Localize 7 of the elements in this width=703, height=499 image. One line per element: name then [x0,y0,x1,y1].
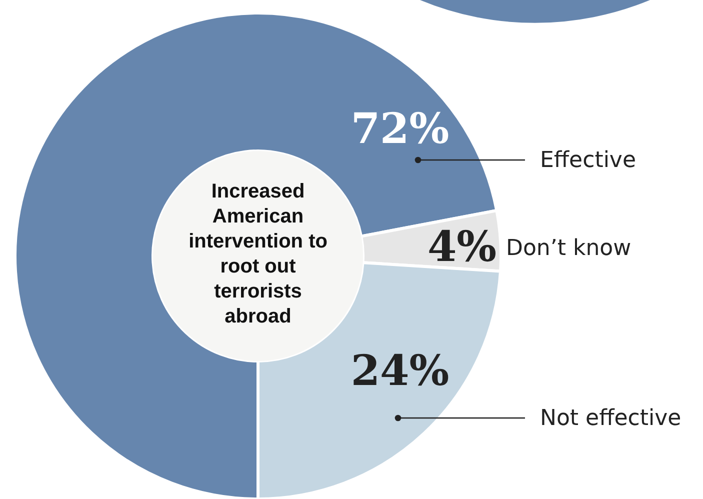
slice-label: Don’t know [506,236,632,261]
slice-label: Not effective [540,406,682,431]
data-label: 4% [427,222,497,271]
data-label: 72% [350,104,450,153]
slice-label: Effective [540,148,636,173]
data-label: 24% [350,346,450,395]
text: Increased American intervention to root out terrorists abroad [188,180,328,328]
